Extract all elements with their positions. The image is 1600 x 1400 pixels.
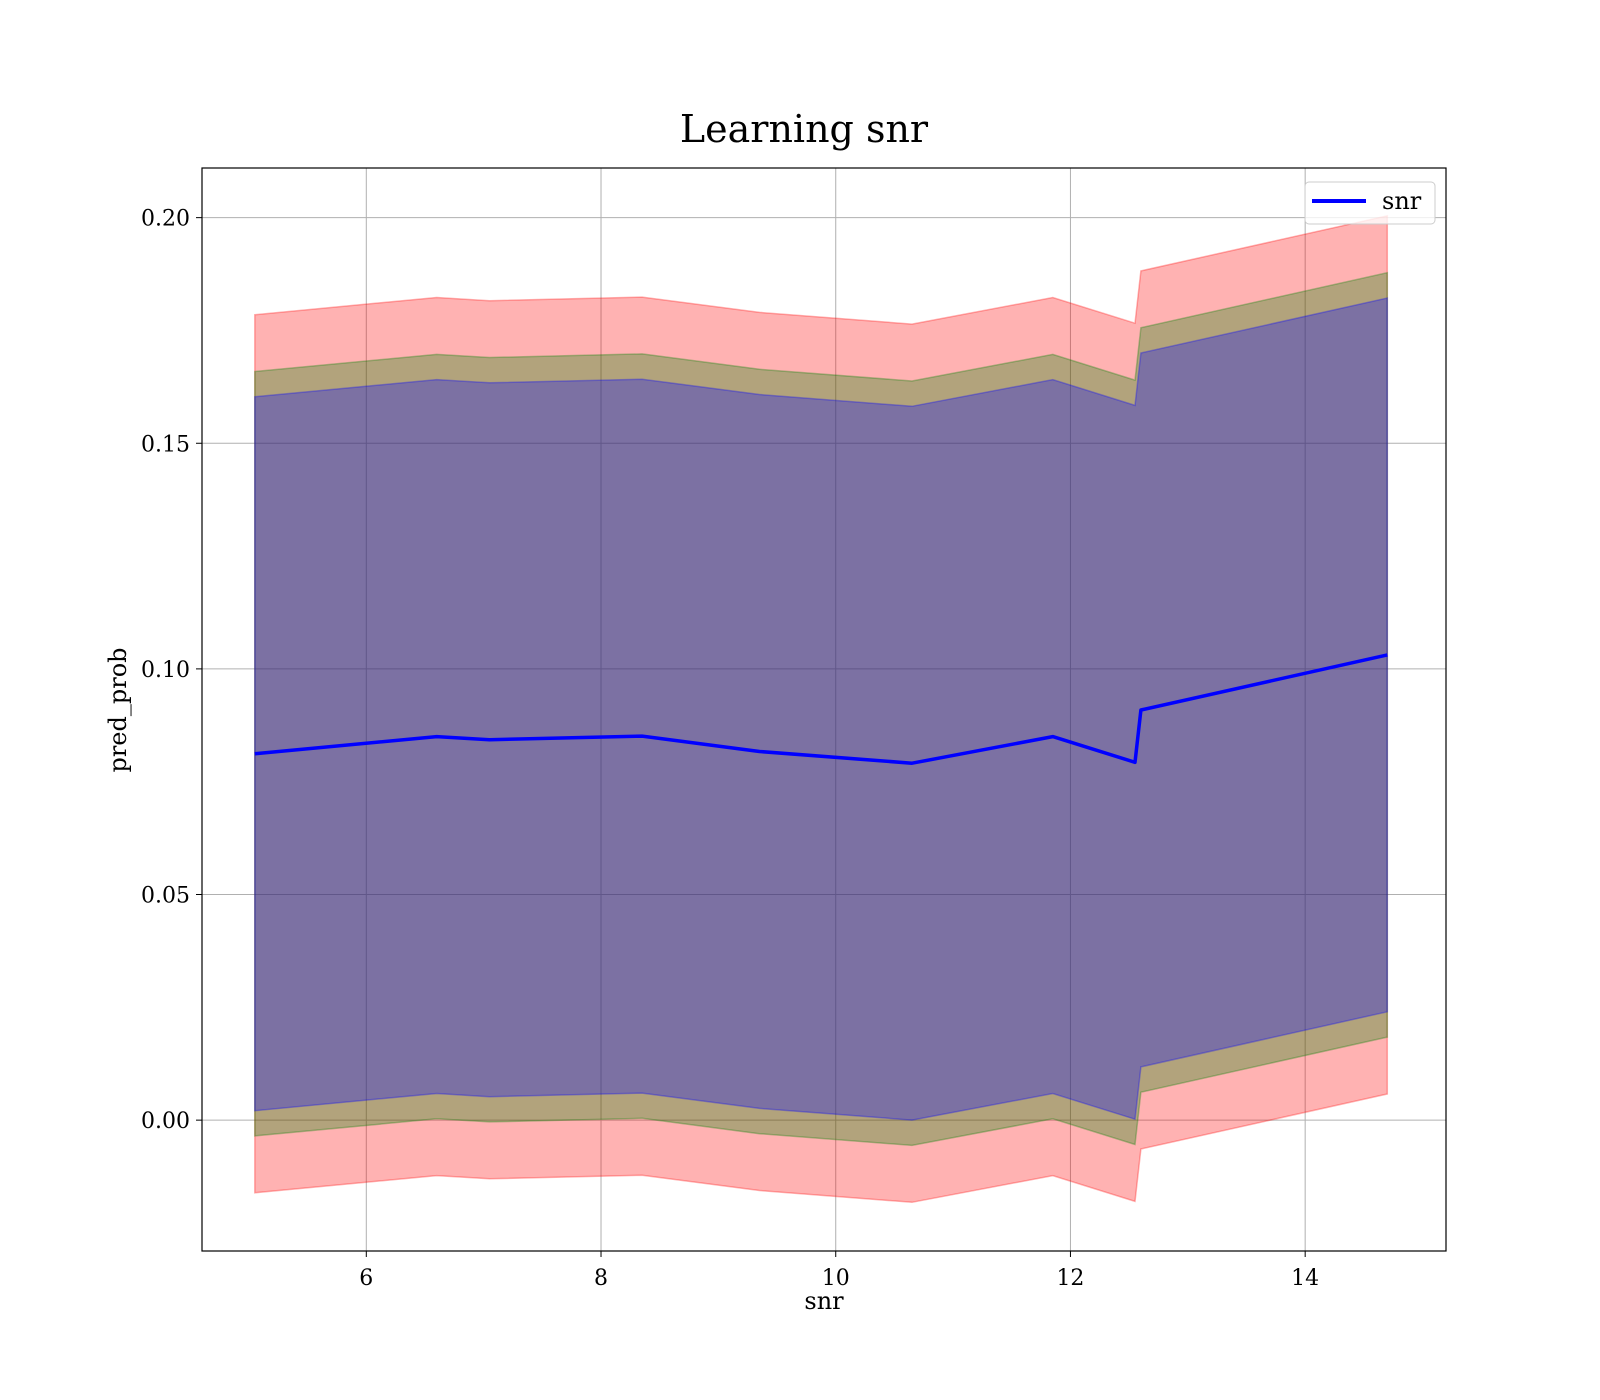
y-tick-label: 0.05 [141, 884, 190, 909]
x-tick-label: 14 [1291, 1266, 1319, 1291]
grid-layer [202, 168, 1446, 1251]
confidence-band-2 [254, 271, 1389, 1147]
confidence-bands [254, 214, 1389, 1204]
x-axis-ticks: 6 8 10 12 14 [359, 1251, 1319, 1291]
y-tick-label: 0.15 [141, 432, 190, 457]
x-tick-label: 10 [822, 1266, 850, 1291]
plot-area-background [202, 168, 1446, 1251]
x-tick-label: 6 [359, 1266, 373, 1291]
series-line-snr [254, 653, 1388, 765]
legend-frame [1304, 181, 1436, 225]
y-axis-label: pred_prob [104, 647, 132, 772]
y-tick-label: 0.00 [141, 1109, 190, 1134]
chart-title: Learning snr [680, 107, 929, 151]
x-axis-label: snr [804, 1287, 844, 1315]
confidence-band-3 [254, 297, 1389, 1121]
y-axis-ticks: 0.00 0.05 0.10 0.15 0.20 [141, 207, 202, 1134]
legend: snr [1304, 181, 1436, 225]
x-tick-label: 8 [594, 1266, 608, 1291]
y-tick-label: 0.10 [141, 658, 190, 683]
y-tick-label: 0.20 [141, 207, 190, 232]
legend-label-snr: snr [1382, 187, 1422, 215]
series-layer [254, 653, 1388, 765]
confidence-band-1 [254, 214, 1389, 1204]
x-tick-label: 12 [1056, 1266, 1084, 1291]
plot-frame [201, 167, 1447, 1252]
